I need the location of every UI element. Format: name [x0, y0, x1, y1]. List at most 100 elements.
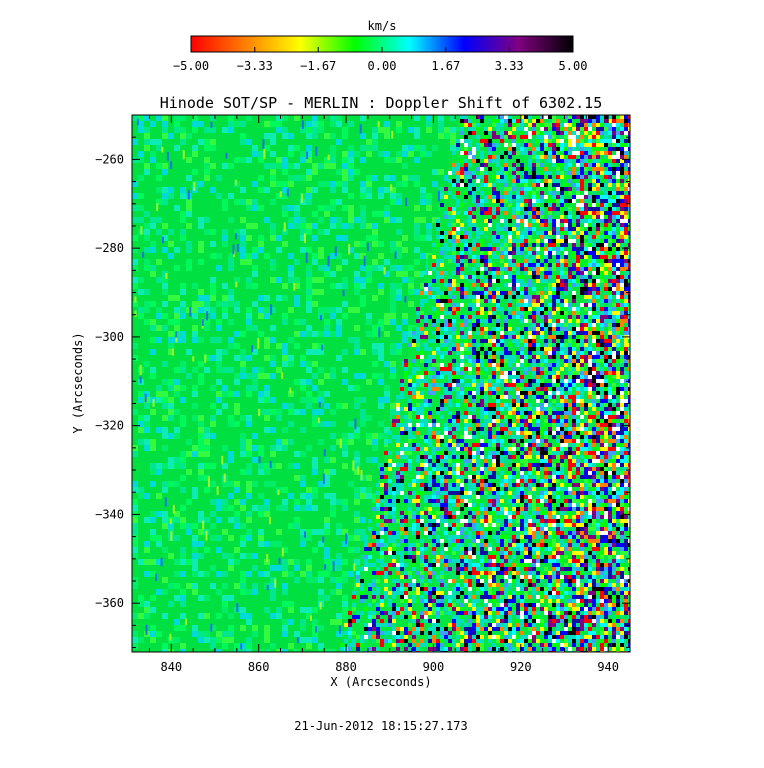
offlimb-pixel [476, 167, 480, 171]
disk-pixel [306, 403, 312, 409]
offlimb-pixel [508, 227, 512, 231]
offlimb-pixel [520, 187, 524, 191]
disk-pixel [138, 175, 144, 181]
disk-pixel [234, 421, 240, 427]
offlimb-pixel [568, 175, 572, 179]
offlimb-pixel [600, 223, 604, 227]
disk-pixel [204, 631, 210, 637]
disk-pixel [144, 223, 150, 229]
offlimb-pixel [580, 163, 584, 167]
offlimb-pixel [428, 311, 432, 315]
offlimb-pixel [548, 203, 552, 207]
offlimb-pixel [548, 191, 552, 195]
offlimb-pixel [432, 259, 436, 263]
offlimb-pixel [456, 183, 460, 187]
disk-pixel [306, 487, 312, 493]
offlimb-pixel [596, 283, 600, 287]
offlimb-pixel [496, 299, 500, 303]
offlimb-pixel [472, 299, 476, 303]
offlimb-pixel [620, 247, 624, 251]
offlimb-pixel [596, 163, 600, 167]
disk-pixel [204, 127, 210, 133]
disk-pixel [372, 229, 378, 235]
offlimb-pixel [456, 283, 460, 287]
disk-pixel [156, 115, 162, 121]
disk-pixel [414, 259, 420, 265]
disk-pixel [300, 235, 306, 241]
offlimb-pixel [544, 315, 548, 319]
disk-pixel [138, 577, 144, 583]
offlimb-pixel [620, 227, 624, 231]
disk-pixel [216, 151, 222, 157]
offlimb-pixel [480, 347, 484, 351]
disk-pixel [234, 157, 240, 163]
disk-pixel [228, 481, 234, 487]
offlimb-pixel [580, 215, 584, 219]
disk-pixel [318, 595, 324, 601]
offlimb-pixel [488, 335, 492, 339]
offlimb-pixel [464, 139, 468, 143]
offlimb-pixel [500, 271, 504, 275]
offlimb-pixel [608, 339, 612, 343]
disk-pixel [330, 295, 336, 301]
disk-pixel [306, 445, 312, 451]
disk-feature [363, 255, 366, 267]
disk-feature [383, 266, 386, 275]
disk-feature [258, 408, 261, 417]
disk-pixel [138, 205, 144, 211]
disk-pixel [252, 223, 258, 229]
disk-pixel [192, 541, 198, 547]
disk-pixel [216, 517, 222, 523]
offlimb-pixel [548, 155, 552, 159]
disk-pixel [330, 493, 336, 499]
disk-pixel [288, 607, 294, 613]
offlimb-pixel [620, 315, 624, 319]
offlimb-pixel [432, 299, 436, 303]
disk-pixel [174, 625, 180, 631]
offlimb-pixel [588, 123, 592, 127]
offlimb-pixel [536, 199, 540, 203]
offlimb-pixel [528, 263, 532, 267]
offlimb-pixel [456, 335, 460, 339]
offlimb-pixel [500, 179, 504, 183]
offlimb-pixel [608, 167, 612, 171]
offlimb-pixel [460, 167, 464, 171]
disk-pixel [162, 271, 168, 277]
disk-pixel [180, 187, 186, 193]
offlimb-pixel [444, 219, 448, 223]
disk-pixel [162, 547, 168, 553]
offlimb-pixel [504, 223, 508, 227]
disk-pixel [216, 409, 222, 415]
offlimb-pixel [452, 335, 456, 339]
offlimb-pixel [616, 195, 620, 199]
disk-pixel [162, 229, 168, 235]
offlimb-pixel [456, 267, 460, 271]
disk-pixel [324, 571, 330, 577]
disk-pixel [384, 157, 390, 163]
offlimb-pixel [532, 167, 536, 171]
offlimb-pixel [572, 331, 576, 335]
offlimb-pixel [548, 351, 552, 355]
offlimb-pixel [588, 339, 592, 343]
disk-feature [192, 356, 195, 362]
disk-pixel [318, 307, 324, 313]
offlimb-pixel [428, 263, 432, 267]
offlimb-pixel [492, 339, 496, 343]
disk-pixel [258, 463, 264, 469]
offlimb-pixel [424, 299, 428, 303]
offlimb-pixel [572, 243, 576, 247]
offlimb-pixel [572, 231, 576, 235]
offlimb-pixel [620, 119, 624, 123]
offlimb-pixel [560, 195, 564, 199]
offlimb-pixel [428, 283, 432, 287]
disk-pixel [228, 493, 234, 499]
disk-feature [134, 310, 137, 318]
offlimb-pixel [504, 131, 508, 135]
offlimb-pixel [592, 199, 596, 203]
offlimb-pixel [484, 139, 488, 143]
offlimb-pixel [432, 267, 436, 271]
offlimb-pixel [484, 335, 488, 339]
disk-pixel [396, 343, 402, 349]
offlimb-pixel [572, 219, 576, 223]
offlimb-pixel [604, 151, 608, 155]
